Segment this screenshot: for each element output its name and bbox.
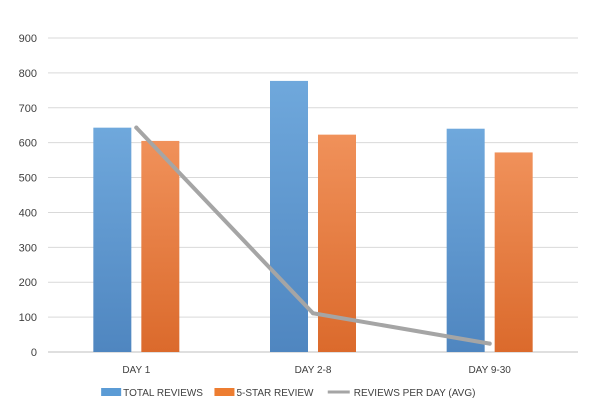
bar-five-star-review [141, 140, 180, 352]
legend-label: TOTAL REVIEWS [123, 388, 203, 399]
line-series [134, 125, 492, 346]
legend-swatch [101, 388, 122, 396]
bar-total-reviews [93, 127, 132, 352]
y-tick-label: 800 [19, 68, 37, 80]
reviews-per-day-line [134, 125, 492, 346]
y-tick-label: 0 [31, 347, 37, 359]
x-category-label: DAY 1 [122, 365, 150, 376]
y-tick-label: 500 [19, 173, 37, 185]
y-tick-label: 900 [19, 33, 37, 45]
y-tick-label: 600 [19, 138, 37, 150]
bar-total-reviews [270, 80, 308, 352]
bar-total-reviews [446, 128, 485, 352]
legend-label: REVIEWS PER DAY (AVG) [354, 388, 476, 399]
y-axis: 0 100 200 300 400 500 600 700 800 900 [19, 33, 37, 359]
x-axis: DAY 1 DAY 2-8 DAY 9-30 [122, 365, 511, 376]
legend-label: 5-STAR REVIEW [236, 388, 314, 399]
legend-item: TOTAL REVIEWS [101, 388, 203, 399]
y-tick-label: 400 [19, 207, 37, 219]
legend-item: 5-STAR REVIEW [214, 388, 314, 399]
legend-item: REVIEWS PER DAY (AVG) [327, 388, 476, 399]
y-tick-label: 100 [19, 312, 37, 324]
x-category-label: DAY 9-30 [468, 365, 511, 376]
line-point [311, 311, 315, 316]
y-tick-label: 200 [19, 277, 37, 289]
line-point [134, 125, 139, 130]
line-point [487, 341, 492, 346]
legend: TOTAL REVIEWS 5-STAR REVIEW REVIEWS PER DA… [101, 388, 475, 399]
x-category-label: DAY 2-8 [295, 365, 332, 376]
bars [93, 80, 533, 352]
y-tick-label: 700 [19, 103, 37, 115]
y-tick-label: 300 [19, 242, 37, 254]
bar-five-star-review [494, 152, 533, 352]
legend-swatch [214, 388, 235, 396]
gridlines [48, 37, 578, 353]
